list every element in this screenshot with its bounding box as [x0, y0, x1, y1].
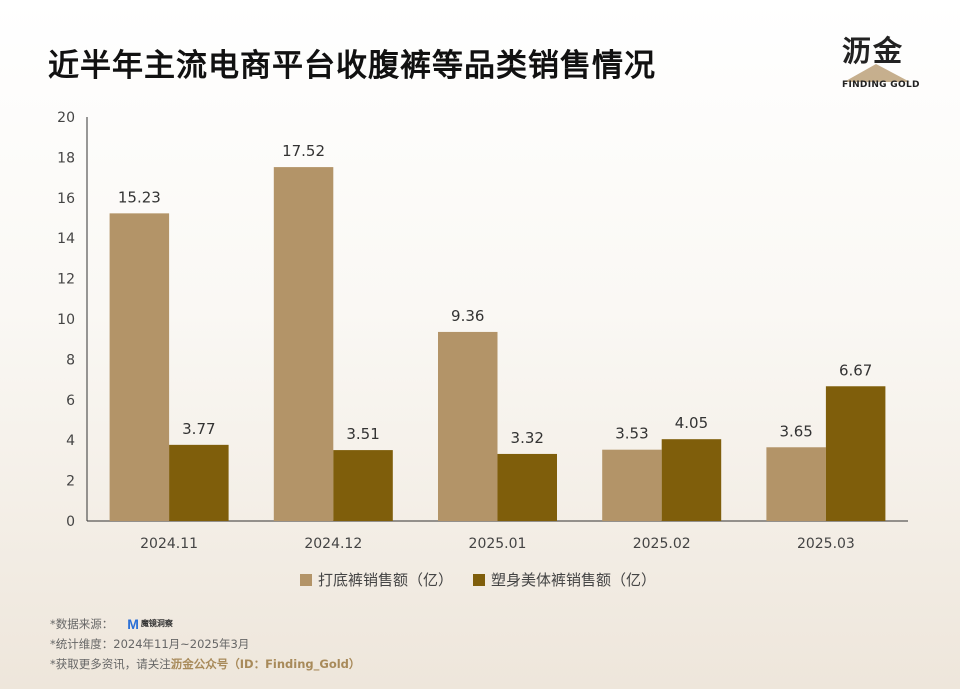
y-tick-label: 4 — [66, 433, 75, 449]
chart-title: 近半年主流电商平台收腹裤等品类销售情况 — [48, 48, 656, 84]
bar-series-2 — [333, 450, 393, 521]
logo-text-cn: 沥金 — [842, 34, 905, 68]
source-logo: M 魔镜洞察 — [127, 614, 173, 634]
footer-more: *获取更多资讯，请关注 沥金公众号（ID：Finding_Gold） — [50, 654, 360, 674]
data-label: 4.05 — [675, 414, 708, 432]
bar-series-1 — [766, 447, 826, 521]
y-tick-label: 0 — [66, 514, 75, 530]
footer-more-highlight: 沥金公众号（ID：Finding_Gold） — [170, 657, 361, 671]
bar-series-1 — [438, 331, 498, 521]
legend-swatch-series-1 — [300, 573, 312, 586]
bar-series-1 — [273, 167, 334, 521]
legend-label-series-2: 塑身美体裤销售额（亿） — [491, 571, 657, 589]
legend-item-series-2: 塑身美体裤销售额（亿） — [473, 569, 656, 590]
bar-series-2 — [169, 444, 229, 521]
mountain-icon — [844, 64, 910, 82]
y-tick-label: 14 — [57, 231, 75, 247]
data-label: 3.51 — [346, 425, 379, 443]
x-tick-label: 2025.03 — [797, 536, 855, 552]
x-tick-label: 2025.02 — [633, 536, 691, 552]
data-label: 17.52 — [282, 142, 325, 160]
legend-swatch-series-2 — [473, 573, 486, 586]
footer-notes: *数据来源： M 魔镜洞察 *统计维度：2024年11月~2025年3月 *获取… — [50, 614, 360, 674]
source-logo-mark: M — [127, 616, 139, 632]
bar-series-1 — [109, 213, 170, 521]
brand-logo: 沥金 FINDING GOLD — [836, 28, 919, 92]
data-label: 3.32 — [511, 429, 544, 447]
footer-more-prefix: *获取更多资讯，请关注 — [50, 657, 171, 671]
data-label: 6.67 — [839, 361, 872, 379]
source-label: *数据来源： — [50, 617, 114, 631]
x-tick-label: 2024.11 — [140, 536, 198, 552]
y-tick-label: 20 — [57, 110, 75, 126]
bar-series-2 — [497, 453, 557, 521]
bar-series-1 — [602, 449, 662, 521]
y-tick-label: 10 — [57, 312, 75, 328]
bar-series-2 — [661, 439, 722, 521]
bar-chart: 0 2 4 6 8 10 12 14 16 18 20 15.23 3.77 2024.11 17.52 3.… — [57, 110, 908, 552]
footer-dimension: *统计维度：2024年11月~2025年3月 — [50, 637, 250, 651]
data-label: 3.77 — [182, 420, 215, 438]
source-logo-text: 魔镜洞察 — [140, 619, 173, 628]
data-label: 15.23 — [118, 188, 161, 206]
y-tick-label: 2 — [66, 474, 75, 490]
y-tick-label: 12 — [57, 272, 75, 288]
data-label: 9.36 — [451, 307, 484, 325]
legend-item-series-1: 打底裤销售额（亿） — [300, 569, 453, 590]
y-tick-label: 6 — [66, 393, 75, 409]
footer-source: *数据来源： M 魔镜洞察 — [50, 614, 360, 634]
chart-legend: 打底裤销售额（亿） 塑身美体裤销售额（亿） — [300, 569, 656, 590]
legend-label-series-1: 打底裤销售额（亿） — [318, 571, 454, 589]
y-tick-label: 16 — [57, 191, 75, 207]
data-label: 3.53 — [615, 425, 648, 443]
x-tick-label: 2024.12 — [304, 536, 362, 552]
bar-series-2 — [825, 386, 886, 521]
y-tick-label: 18 — [57, 150, 75, 166]
logo-text-en: FINDING GOLD — [842, 80, 920, 90]
x-tick-label: 2025.01 — [469, 536, 527, 552]
y-tick-label: 8 — [66, 352, 75, 368]
data-label: 3.65 — [779, 422, 812, 440]
